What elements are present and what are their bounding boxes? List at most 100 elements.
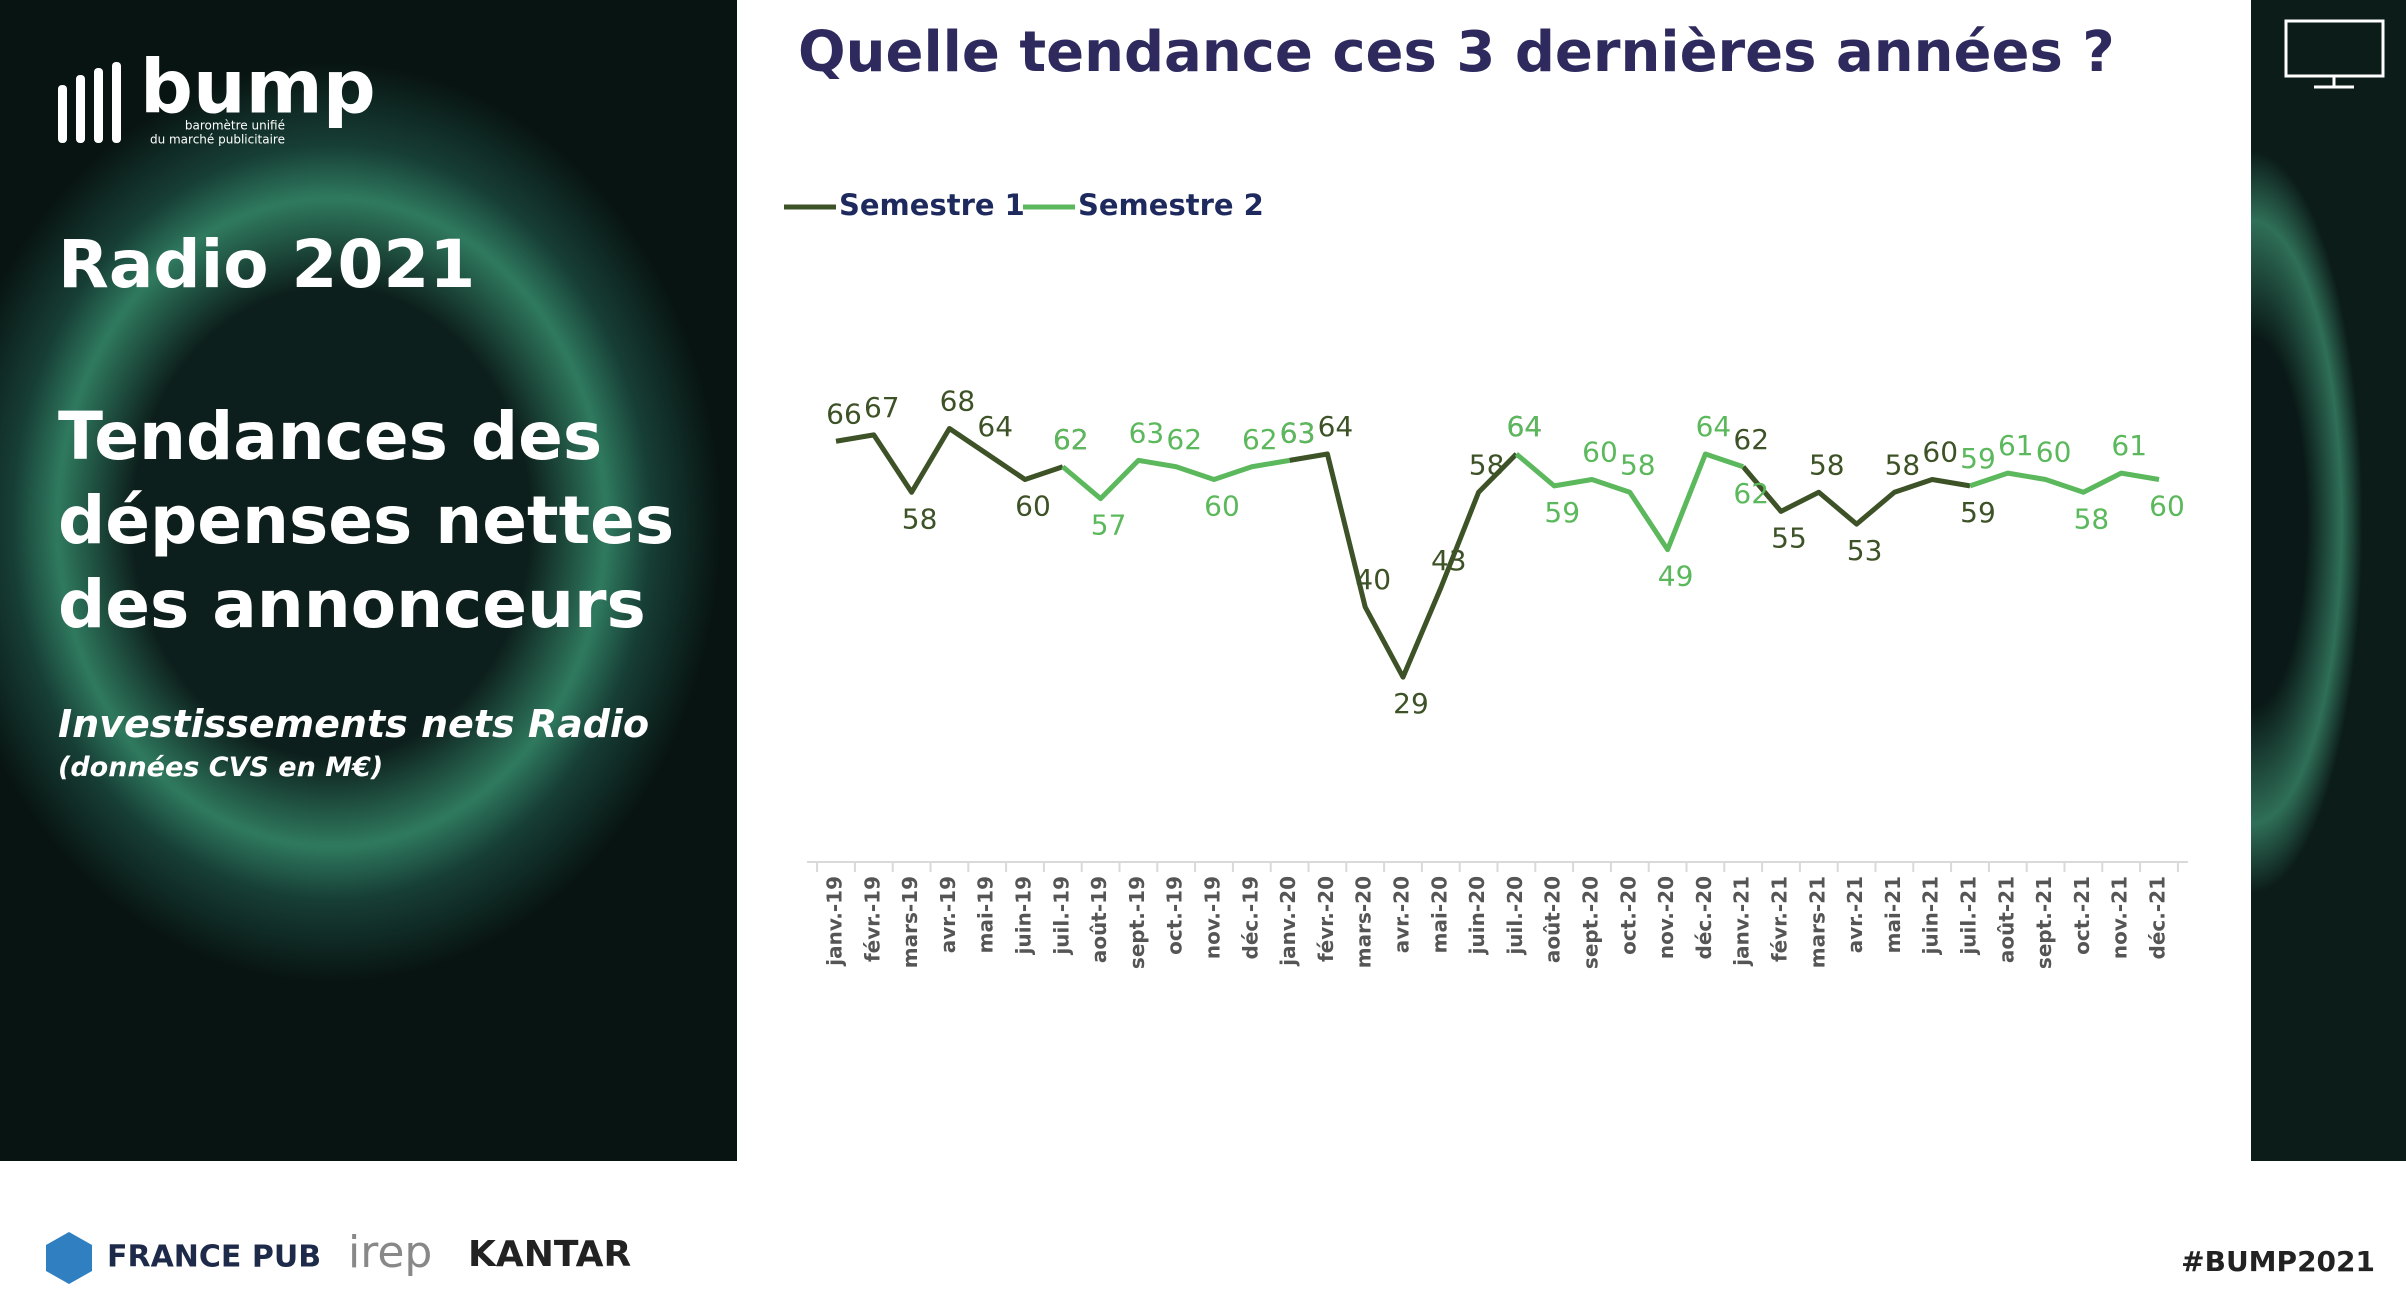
data-label: 63 [1280, 416, 1316, 449]
x-tick-label: juin-21 [1919, 876, 1943, 955]
data-label: 64 [1318, 410, 1354, 443]
data-label: 64 [1507, 410, 1543, 443]
data-label: 61 [2111, 429, 2147, 462]
data-label: 60 [2036, 436, 2072, 469]
x-tick-label: mars-19 [898, 876, 922, 968]
x-tick-label: févr.-20 [1314, 876, 1338, 962]
x-tick-label: oct.-21 [2070, 876, 2094, 955]
data-label: 43 [1431, 544, 1467, 577]
icon-frame [2284, 19, 2385, 78]
logo-bar [94, 68, 103, 143]
logo-bar [58, 85, 67, 143]
data-label: 64 [1696, 410, 1732, 443]
x-tick-label: mai-20 [1427, 876, 1451, 953]
x-tick-label: févr.-21 [1768, 876, 1792, 962]
data-label: 62 [1053, 423, 1089, 456]
x-tick-label: avr.-19 [936, 876, 960, 953]
data-label: 66 [826, 397, 862, 430]
x-tick-label: juin-20 [1465, 876, 1489, 955]
data-label: 58 [2074, 502, 2110, 535]
logo-text: bump [140, 45, 376, 131]
logo-tagline: du marché publicitaire [150, 133, 285, 147]
data-label: 60 [1015, 490, 1051, 523]
logo: bump baromètre unifié du marché publicit… [58, 45, 376, 147]
data-label: 64 [977, 410, 1013, 443]
x-tick-label: déc.-20 [1692, 876, 1716, 959]
screen-icon [2284, 19, 2385, 89]
data-label: 53 [1847, 534, 1883, 567]
data-label: 60 [1582, 436, 1618, 469]
data-label: 62 [1733, 477, 1769, 510]
data-label: 59 [1544, 496, 1580, 529]
logo-bar [76, 75, 85, 143]
x-tick-label: nov.-20 [1654, 876, 1678, 959]
x-tick-label: nov.-19 [1201, 876, 1225, 959]
x-tick-label: avr.-21 [1843, 876, 1867, 953]
francepub-icon [46, 1232, 92, 1284]
data-label: 60 [1204, 490, 1240, 523]
x-tick-label: sept.-20 [1579, 876, 1603, 969]
footer-logo: KANTAR [468, 1234, 631, 1275]
logo-tagline: baromètre unifié [185, 119, 285, 133]
data-label: 61 [1998, 429, 2034, 462]
x-tick-label: mai-21 [1881, 876, 1905, 953]
x-tick-label: août-21 [1994, 876, 2018, 963]
x-tick-label: déc.-21 [2146, 876, 2170, 959]
hashtag: #BUMP2021 [2181, 1245, 2375, 1278]
subtitle: Investissements nets Radio [58, 702, 650, 746]
data-label: 60 [2149, 490, 2185, 523]
data-label: 55 [1771, 521, 1807, 554]
x-tick-label: oct.-19 [1163, 876, 1187, 955]
data-label: 29 [1393, 687, 1429, 720]
data-label: 62 [1166, 423, 1202, 456]
data-label: 64 [1507, 410, 1543, 443]
x-tick-label: juin-19 [1012, 876, 1036, 955]
sidebar: bump baromètre unifié du marché publicit… [0, 0, 737, 1161]
note: (données CVS en M€) [58, 752, 384, 783]
x-tick-label: mai-19 [974, 876, 998, 953]
legend-label: Semestre 2 [1078, 188, 1264, 222]
data-label: 63 [1280, 416, 1316, 449]
data-label: 60 [1922, 436, 1958, 469]
data-label: 40 [1355, 563, 1391, 596]
x-tick-label: juil.-21 [1957, 876, 1981, 956]
x-tick-label: déc.-19 [1238, 876, 1262, 959]
data-label: 67 [864, 391, 900, 424]
title-line: dépenses nettes [58, 482, 675, 559]
chart-title: Quelle tendance ces 3 dernières années ? [798, 20, 2115, 85]
footer-logo: FRANCE PUB [107, 1240, 321, 1275]
x-tick-label: sept.-21 [2032, 876, 2056, 969]
x-tick-label: janv.-20 [1276, 876, 1300, 967]
x-tick-label: sept.-19 [1125, 876, 1149, 969]
legend-label: Semestre 1 [839, 188, 1025, 222]
data-label: 49 [1658, 560, 1694, 593]
x-tick-label: août-20 [1541, 876, 1565, 963]
x-tick-label: juil.-19 [1049, 876, 1073, 956]
logo-bar [112, 62, 121, 143]
data-label: 68 [940, 385, 976, 418]
series-line [1061, 451, 2160, 553]
footer-logo: irep [348, 1227, 432, 1278]
data-label: 62 [1053, 423, 1089, 456]
x-tick-label: mars-21 [1805, 876, 1829, 968]
footer: FRANCE PUB irep KANTAR #BUMP2021 [46, 1227, 2375, 1284]
data-label: 58 [902, 502, 938, 535]
data-label: 58 [1885, 448, 1921, 481]
title-line: des annonceurs [58, 566, 646, 643]
x-tick-label: févr.-19 [860, 876, 884, 962]
x-tick-label: oct.-20 [1616, 876, 1640, 955]
title-line: Tendances des [58, 398, 603, 475]
heading: Radio 2021 [58, 226, 476, 303]
right-strip [2251, 0, 2406, 1161]
x-tick-label: avr.-20 [1390, 876, 1414, 953]
data-label: 62 [1733, 423, 1769, 456]
x-tick-label: juil.-20 [1503, 876, 1527, 956]
data-label: 58 [1809, 448, 1845, 481]
data-label: 58 [1620, 448, 1656, 481]
series-line [835, 426, 1971, 680]
x-tick-label: janv.-19 [823, 876, 847, 967]
data-label: 57 [1091, 509, 1127, 542]
data-label: 59 [1960, 496, 1996, 529]
x-tick-label: août-19 [1087, 876, 1111, 963]
